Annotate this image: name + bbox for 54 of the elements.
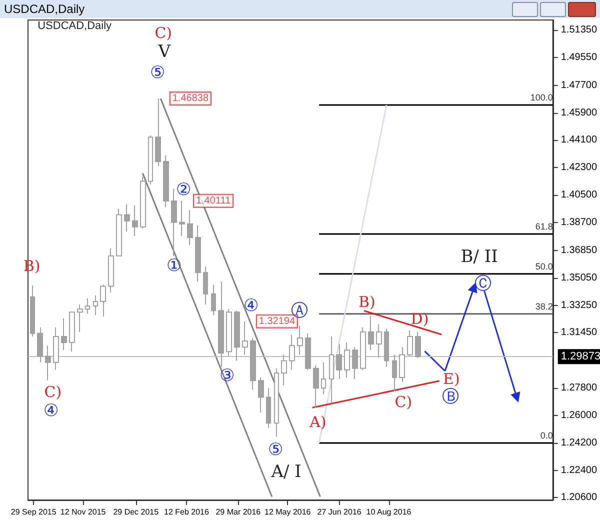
x-tick-label: 29 Mar 2016 [216,508,262,516]
y-tick-label: 1.26000 [560,410,598,422]
annotation: C) [44,383,62,401]
annotation: E) [443,370,460,388]
y-tick-label: 1.27800 [560,382,598,394]
annotation: Ⓑ [442,387,459,407]
annotation: D) [410,310,429,328]
series-label: 61.8 [535,222,553,232]
annotation: ⑤ [150,63,166,83]
annotation: 1.40111 [196,195,232,206]
x-tick-label: 12 Feb 2016 [164,508,210,516]
series-label: 50.0 [535,261,553,272]
annotation: USDCAD,Daily [38,20,112,32]
x-tick-label: 12 Nov 2015 [60,508,106,516]
y-tick-label: 1.47700 [560,80,598,91]
annotation: B) [358,293,376,311]
x-tick-label: 29 Sep 2015 [10,508,57,516]
annotation: 1.46838 [172,93,209,104]
series-label: 0.0 [540,430,553,440]
x-tick-label: 10 Aug 2016 [366,508,412,516]
annotation: ⑤ [268,440,284,460]
annotation: V [157,42,172,62]
x-tick-label: 27 Jun 2016 [317,508,362,516]
annotation: 1.32194 [258,316,296,327]
annotation: A/ I [270,462,302,482]
annotation: ④ [44,401,59,421]
chart-title: USDCAD,Daily [4,2,85,16]
annotation: C) [394,393,412,411]
y-tick-label: 1.42300 [560,162,598,174]
annotation: A) [308,413,326,431]
y-tick-label: 1.31450 [560,327,598,338]
annotation: B/ II [460,247,498,267]
annotation: ① [166,256,182,276]
y-tick-label: 1.44100 [560,134,598,146]
y-tick-label: 1.33250 [560,300,598,311]
annotation: ② [176,180,192,200]
ref-line-label: 1.29873 [560,350,600,363]
x-tick-label: 12 May 2016 [264,508,312,516]
y-tick-label: 1.24200 [560,437,598,448]
y-tick-label: 1.36850 [560,244,598,256]
series-label: 38.2 [535,301,553,312]
x-tick-label: 29 Dec 2015 [113,508,160,516]
y-tick-label: 1.51350 [560,24,598,36]
y-tick-label: 1.20600 [560,492,598,504]
y-tick-label: 1.22400 [560,464,598,476]
y-tick-label: 1.35050 [560,272,598,284]
y-tick-label: 1.38700 [560,216,598,228]
annotation: Ⓒ [474,274,492,294]
series-label: 100.0 [530,92,553,103]
annotation: ④ [243,296,258,316]
y-tick-label: 1.49550 [560,52,598,63]
y-tick-label: 1.45900 [560,107,598,118]
y-tick-label: 1.40500 [560,189,598,200]
annotation: C) [154,24,172,42]
